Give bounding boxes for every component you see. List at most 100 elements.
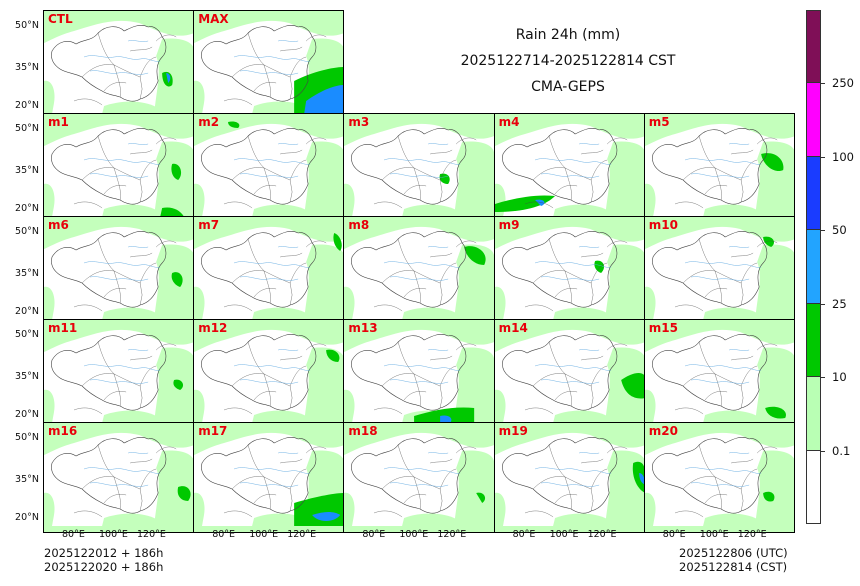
valid-time-cst: 2025122814 (CST) (679, 560, 788, 574)
lat-tick-label: 50°N (15, 123, 39, 134)
map-panel-m7: m7 (193, 216, 345, 320)
panel-label: m14 (498, 321, 528, 335)
map-panel-m20: m20 (643, 422, 795, 533)
map-panel-m5: m5 (643, 113, 795, 217)
map-title-model: CMA-GEPS (531, 79, 605, 95)
colorbar-segment (806, 450, 821, 524)
lon-tick-label: 100°E (699, 529, 729, 540)
lon-tick-label: 80°E (512, 529, 536, 540)
map-panel-m2: m2 (193, 113, 345, 217)
panel-label: m20 (648, 424, 678, 438)
colorbar-segment (806, 156, 821, 231)
precip-map (194, 11, 344, 113)
lon-tick-label: 120°E (437, 529, 467, 540)
panel-label: m11 (48, 321, 78, 335)
panel-label: m12 (198, 321, 228, 335)
precip-map (344, 114, 494, 216)
precip-map (44, 423, 194, 532)
panel-label: m2 (198, 115, 220, 129)
colorbar-tick (821, 156, 825, 158)
colorbar-tick (821, 303, 825, 305)
map-panel-m15: m15 (643, 319, 795, 423)
lat-tick-label: 20°N (15, 100, 39, 111)
precip-map (494, 217, 644, 319)
map-title-period: 2025122714-2025122814 CST (460, 53, 676, 69)
panel-label: m3 (348, 115, 370, 129)
colorbar-segment (806, 10, 821, 84)
precip-map (44, 11, 194, 113)
lat-tick-label: 35°N (15, 62, 39, 73)
precip-map (44, 114, 194, 216)
lon-tick-label: 120°E (137, 529, 166, 540)
precip-map (44, 217, 194, 319)
lat-tick-label: 50°N (15, 432, 39, 443)
map-panel-m12: m12 (193, 319, 345, 423)
panel-label: CTL (48, 12, 73, 26)
panel-label: m16 (48, 424, 78, 438)
precip-map (344, 217, 494, 319)
panel-label: m4 (498, 115, 520, 129)
lat-tick-label: 50°N (15, 226, 39, 237)
lon-tick-label: 80°E (662, 529, 686, 540)
colorbar-label: 10 (832, 370, 847, 385)
panel-label: m19 (498, 424, 528, 438)
precip-map (494, 320, 644, 422)
precip-map (194, 423, 344, 532)
precip-map (194, 217, 344, 319)
lat-tick-label: 35°N (15, 165, 39, 176)
map-panel-m6: m6 (43, 216, 195, 320)
colorbar-tick (821, 450, 825, 452)
map-panel-m18: m18 (343, 422, 495, 533)
map-panel-m8: m8 (343, 216, 495, 320)
colorbar-label: 50 (832, 223, 847, 238)
map-title-variable: Rain 24h (mm) (515, 27, 621, 43)
panel-label: MAX (198, 12, 229, 26)
panel-label: m18 (348, 424, 378, 438)
precip-map (44, 320, 194, 422)
lon-tick-label: 100°E (549, 529, 579, 540)
panel-label: m15 (648, 321, 678, 335)
precip-map (644, 423, 794, 532)
valid-time-utc: 2025122806 (UTC) (679, 546, 788, 560)
map-panel-m11: m11 (43, 319, 195, 423)
panel-label: m9 (498, 218, 520, 232)
colorbar-tick (821, 230, 825, 232)
colorbar-label: 0.1 (832, 443, 851, 458)
lat-tick-label: 35°N (15, 474, 39, 485)
precip-map (194, 114, 344, 216)
lon-tick-label: 120°E (737, 529, 767, 540)
panel-label: m5 (648, 115, 670, 129)
colorbar-tick (821, 83, 825, 85)
lon-tick-label: 100°E (99, 529, 128, 540)
panel-label: m10 (648, 218, 678, 232)
lon-tick-label: 80°E (62, 529, 85, 540)
lon-tick-label: 120°E (287, 529, 317, 540)
lon-tick-label: 100°E (399, 529, 429, 540)
lon-tick-label: 120°E (587, 529, 617, 540)
panel-label: m6 (48, 218, 69, 232)
precip-map (644, 217, 794, 319)
map-panel-m13: m13 (343, 319, 495, 423)
map-panel-m17: m17 (193, 422, 345, 533)
panel-label: m13 (348, 321, 378, 335)
precip-map (194, 320, 344, 422)
map-panel-m14: m14 (493, 319, 645, 423)
lat-tick-label: 50°N (15, 20, 39, 31)
colorbar-segment (806, 83, 821, 157)
map-panel-m1: m1 (43, 113, 195, 217)
map-panel-m9: m9 (493, 216, 645, 320)
map-panel-ctl: CTL (43, 10, 195, 114)
map-panel-max: MAX (193, 10, 345, 114)
lat-tick-label: 35°N (15, 371, 39, 382)
map-panel-m3: m3 (343, 113, 495, 217)
panel-label: m17 (198, 424, 228, 438)
precip-map (494, 114, 644, 216)
init-time-utc: 2025122012 + 186h (44, 546, 164, 560)
colorbar-label: 250 (832, 76, 854, 91)
precip-map (344, 423, 494, 532)
lon-tick-label: 100°E (249, 529, 279, 540)
init-time-cst: 2025122020 + 186h (44, 560, 164, 574)
colorbar-label: 100 (832, 149, 854, 164)
panel-label: m7 (198, 218, 220, 232)
lon-tick-label: 80°E (212, 529, 236, 540)
